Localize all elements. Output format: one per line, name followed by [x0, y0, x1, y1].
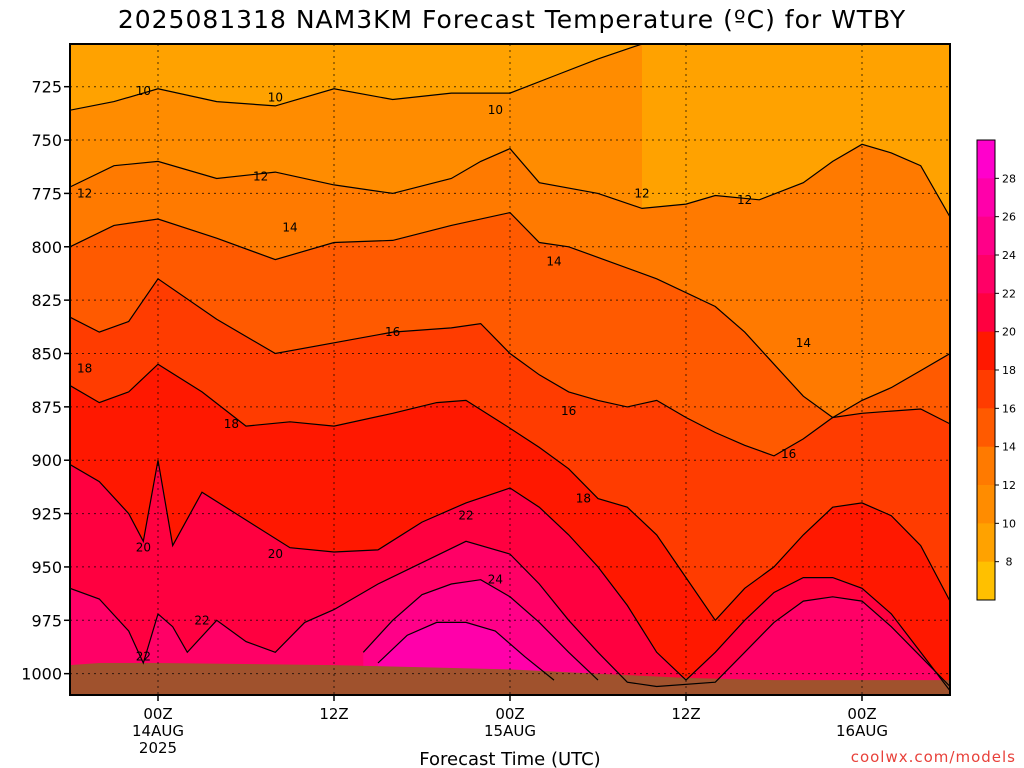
- colorbar-label: 22: [1002, 287, 1016, 300]
- colorbar-swatch: [977, 485, 995, 524]
- y-tick-label: 775: [31, 184, 62, 203]
- contour-label: 10: [136, 84, 151, 98]
- colorbar-label: 24: [1002, 249, 1016, 262]
- colorbar-swatch: [977, 561, 995, 601]
- contour-label: 16: [781, 447, 796, 461]
- temperature-bands: [70, 44, 950, 695]
- colorbar-label: 18: [1002, 364, 1016, 377]
- contour-label: 16: [385, 325, 400, 339]
- chart-title: 2025081318 NAM3KM Forecast Temperature (…: [118, 5, 906, 34]
- contour-label: 14: [282, 221, 297, 235]
- contour-label: 12: [634, 186, 649, 200]
- x-tick-label: 00Z: [847, 705, 876, 723]
- contour-label: 24: [488, 573, 503, 587]
- y-tick-label: 800: [31, 238, 62, 257]
- y-tick-label: 925: [31, 505, 62, 524]
- x-axis-label: Forecast Time (UTC): [419, 749, 600, 768]
- colorbar-swatch: [977, 331, 995, 371]
- colorbar-label: 10: [1002, 517, 1016, 530]
- y-tick-label: 825: [31, 291, 62, 310]
- plot-area: 10 10 10 12 12 12 12 14 14 14 16 16 16 18 18 18 20 20 22 22…: [70, 44, 950, 695]
- y-axis: 725 750 775 800 825 850 875 900 925 950 975 1000: [21, 78, 70, 684]
- contour-label: 12: [737, 193, 752, 207]
- contour-label: 22: [458, 509, 473, 523]
- isotherm-12: [70, 143, 950, 218]
- contour-label: 10: [488, 103, 503, 117]
- x-tick-label: 12Z: [671, 705, 700, 723]
- colorbar-swatch: [977, 178, 995, 218]
- x-tick-label: 16AUG: [836, 722, 888, 740]
- colorbar-swatch: [977, 523, 995, 563]
- colorbar-swatch: [977, 446, 995, 486]
- colorbar-label: 14: [1002, 441, 1016, 454]
- contour-label: 18: [224, 417, 239, 431]
- x-tick-label: 12Z: [319, 705, 348, 723]
- y-tick-label: 950: [31, 558, 62, 577]
- ground-shading: [70, 663, 950, 695]
- contour-label: 12: [253, 169, 268, 183]
- contour-label: 12: [77, 186, 92, 200]
- y-tick-label: 875: [31, 398, 62, 417]
- ground-layer: [70, 663, 950, 695]
- colorbar-label: 28: [1002, 172, 1016, 185]
- isotherm-26: [377, 621, 555, 681]
- x-tick-label: 00Z: [495, 705, 524, 723]
- colorbar-swatch: [977, 140, 995, 179]
- contour-label: 22: [136, 650, 151, 664]
- isotherm-22: [70, 540, 950, 688]
- isotherm-24: [362, 579, 599, 681]
- colorbar-label: 26: [1002, 211, 1016, 224]
- colorbar-label: 16: [1002, 402, 1016, 415]
- isotherm-lines: [70, 44, 950, 692]
- colorbar-label: 8: [1006, 556, 1013, 569]
- colorbar-label: 20: [1002, 326, 1016, 339]
- isotherm-20: [70, 460, 950, 692]
- contour-label: 10: [268, 90, 283, 104]
- colorbar-label: 12: [1002, 479, 1016, 492]
- colorbar-swatch: [977, 370, 995, 409]
- isotherm-10: [70, 44, 643, 111]
- colorbar-swatch: [977, 293, 995, 333]
- isotherm-16: [70, 277, 950, 457]
- y-tick-label: 900: [31, 451, 62, 470]
- contour-label: 20: [136, 541, 151, 555]
- isotherm-18: [70, 363, 950, 622]
- colorbar: 8 10 12 14 16 18 20 22 24 26 28: [976, 139, 1016, 601]
- x-tick-label: 2025: [139, 739, 177, 757]
- contour-label: 22: [194, 613, 209, 627]
- y-tick-label: 1000: [21, 665, 62, 684]
- colorbar-swatch: [977, 216, 995, 256]
- y-tick-label: 850: [31, 344, 62, 363]
- x-tick-label: 00Z: [143, 705, 172, 723]
- contour-label: 16: [561, 404, 576, 418]
- isotherm-14: [70, 211, 950, 419]
- y-tick-label: 750: [31, 131, 62, 150]
- grid-lines: [70, 44, 950, 695]
- contour-label: 14: [546, 255, 561, 269]
- y-tick-label: 725: [31, 78, 62, 97]
- contour-label: 14: [796, 336, 811, 350]
- credit-text: coolwx.com/models: [851, 748, 1016, 766]
- x-tick-label: 15AUG: [484, 722, 536, 740]
- contour-label: 20: [268, 547, 283, 561]
- x-tick-label: 14AUG: [132, 722, 184, 740]
- y-tick-label: 975: [31, 611, 62, 630]
- colorbar-swatch: [977, 255, 995, 294]
- contour-label: 18: [77, 361, 92, 375]
- colorbar-swatch: [977, 408, 995, 448]
- contour-labels: 10 10 10 12 12 12 12 14 14 14 16 16 16 18 18 18 20 20 22 22…: [77, 84, 811, 664]
- contour-label: 18: [576, 492, 591, 506]
